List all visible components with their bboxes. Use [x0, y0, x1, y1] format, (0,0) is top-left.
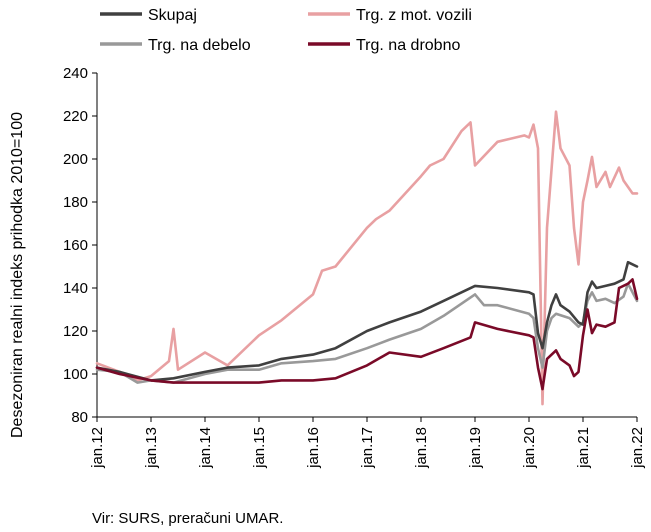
y-tick-label: 240: [63, 65, 88, 82]
y-tick-label: 180: [63, 194, 88, 211]
legend-label-2: Trg. na debelo: [148, 37, 251, 54]
x-tick-label: jan.22: [629, 427, 646, 469]
y-tick-label: 160: [63, 237, 88, 254]
y-tick-label: 120: [63, 323, 88, 340]
source-note: Vir: SURS, preračuni UMAR.: [92, 510, 283, 527]
series-line-2: [95, 282, 639, 384]
y-axis-label: Desezoniran realni indeks prihodka 2010=…: [9, 112, 26, 438]
legend: Skupaj Trg. z mot. vozili Trg. na debelo Tr…: [100, 7, 472, 54]
x-axis: jan.12 jan.13 jan.14 jan.15 jan.16 jan.17 jan.…: [89, 417, 646, 469]
x-tick-label: jan.16: [305, 427, 322, 469]
series-lines: [95, 110, 639, 406]
y-tick-label: 80: [71, 409, 88, 426]
series-line-1: [95, 110, 639, 406]
x-tick-label: jan.18: [413, 427, 430, 469]
y-axis: 80 100 120 140 160 180 200 220 240: [63, 65, 97, 426]
x-tick-label: jan.14: [197, 427, 214, 469]
legend-label-3: Trg. na drobno: [356, 37, 460, 54]
x-tick-label: jan.12: [89, 427, 106, 469]
y-tick-label: 220: [63, 108, 88, 125]
series-line-3: [95, 278, 639, 391]
y-tick-label: 100: [63, 366, 88, 383]
x-tick-label: jan.21: [575, 427, 592, 469]
x-tick-label: jan.20: [521, 427, 538, 469]
x-tick-label: jan.13: [143, 427, 160, 469]
y-tick-label: 200: [63, 151, 88, 168]
series-line-0: [95, 260, 639, 382]
x-tick-label: jan.15: [251, 427, 268, 469]
y-tick-label: 140: [63, 280, 88, 297]
x-tick-label: jan.19: [467, 427, 484, 469]
legend-label-1: Trg. z mot. vozili: [356, 7, 472, 24]
x-tick-label: jan.17: [359, 427, 376, 469]
legend-label-0: Skupaj: [148, 7, 197, 24]
